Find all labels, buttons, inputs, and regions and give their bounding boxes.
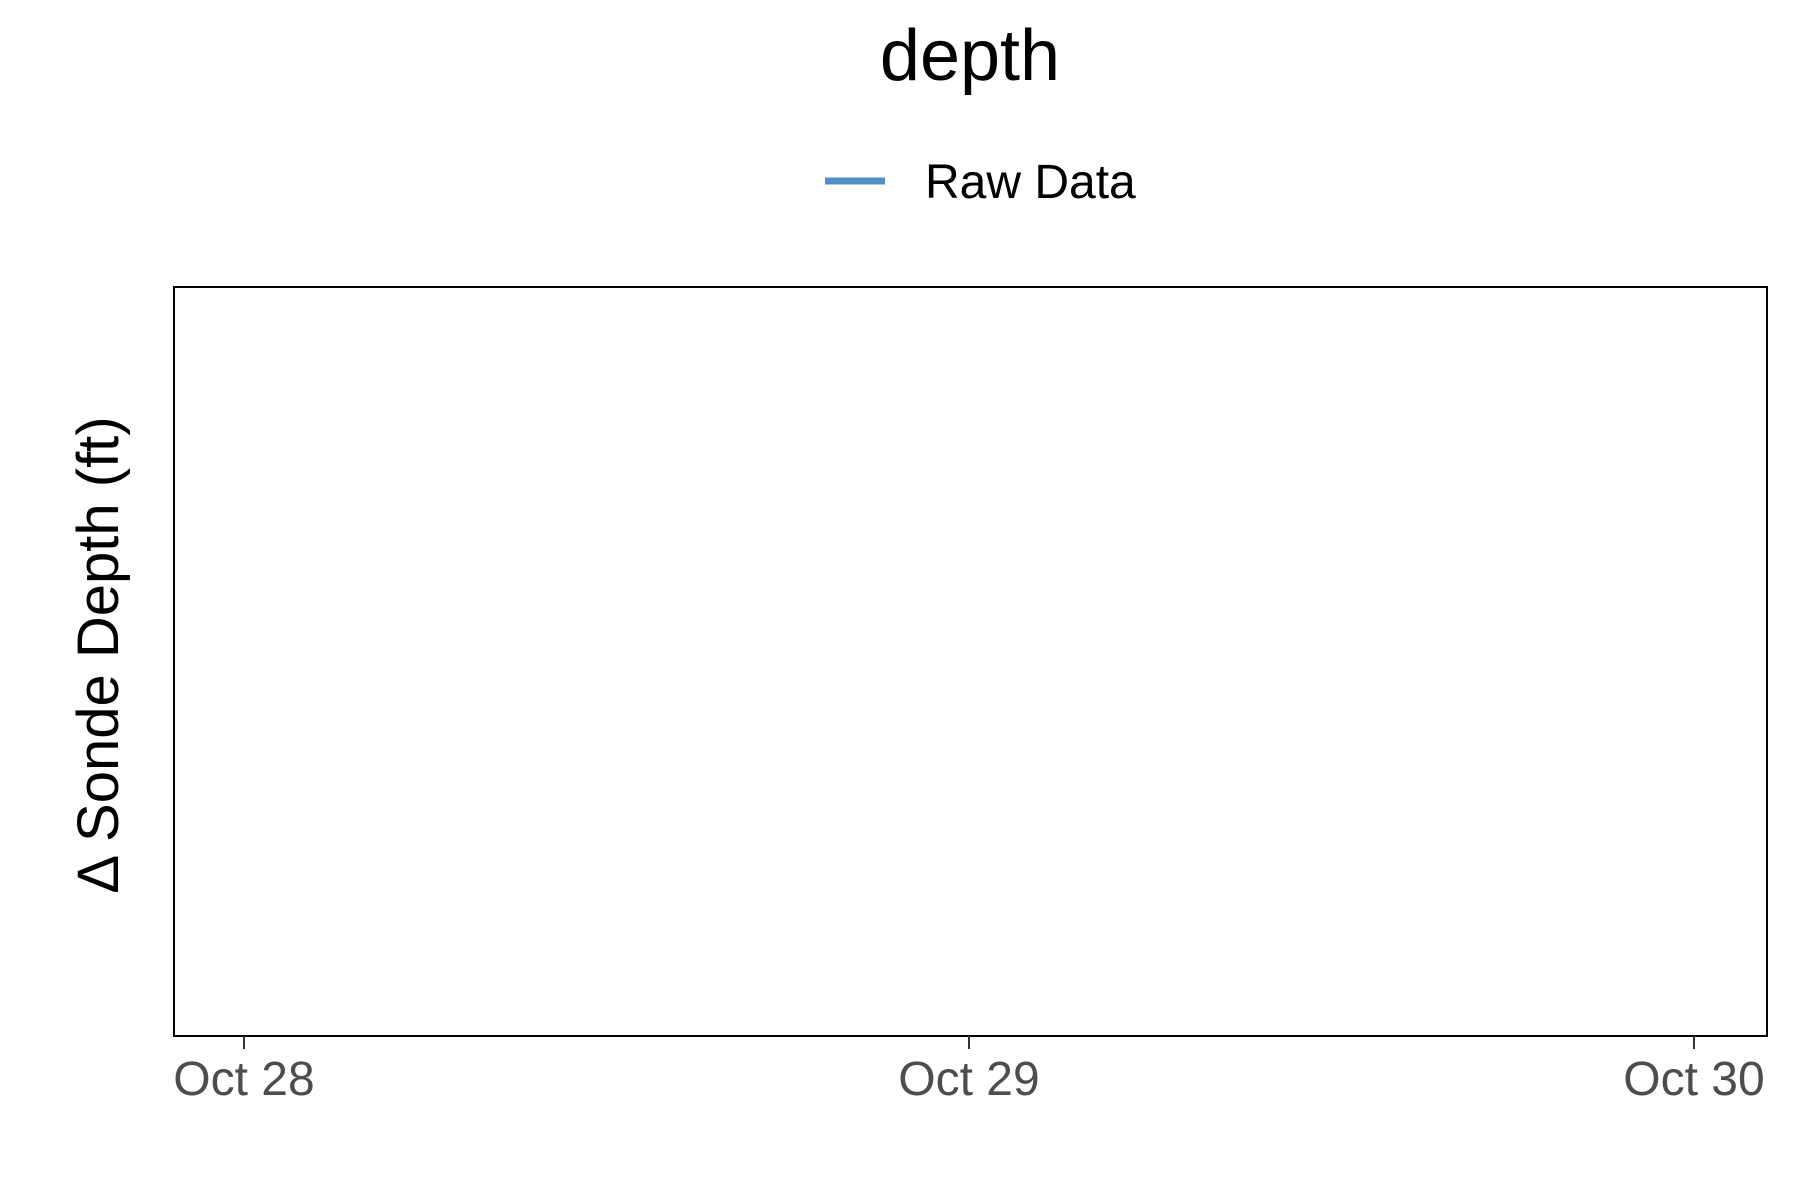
legend-label-raw-data: Raw Data <box>925 156 1136 209</box>
chart-title: depth <box>880 16 1060 96</box>
y-axis-label: Δ Sonde Depth (ft) <box>66 416 131 893</box>
x-tick-label: Oct 29 <box>898 1053 1039 1106</box>
x-axis: Oct 28 Oct 29 Oct 30 <box>173 1036 1765 1106</box>
x-tick-label: Oct 30 <box>1623 1053 1764 1106</box>
legend: Raw Data <box>825 156 1136 209</box>
x-tick-label: Oct 28 <box>173 1053 314 1106</box>
plot-panel <box>173 286 1768 1037</box>
